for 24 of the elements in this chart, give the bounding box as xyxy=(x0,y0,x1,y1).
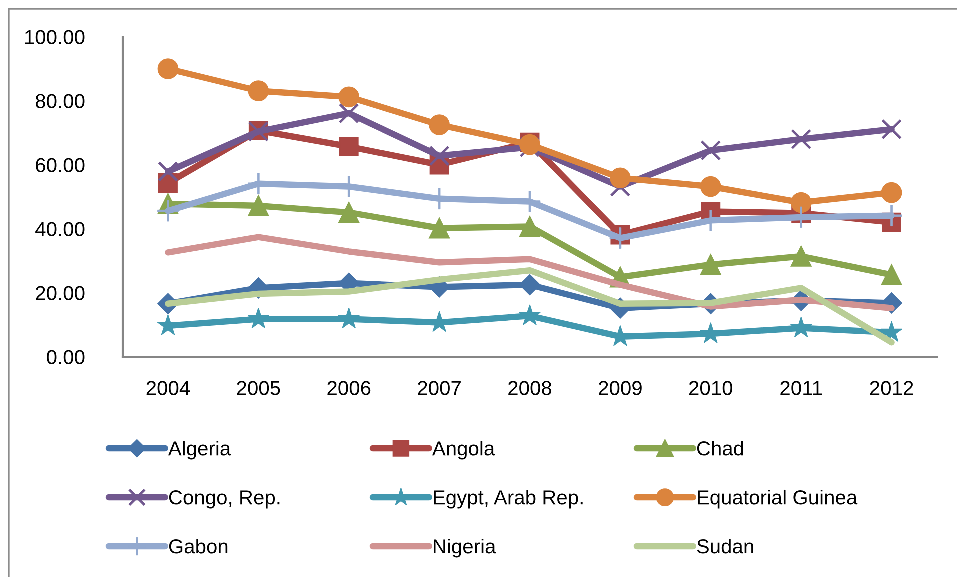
y-tick-label: 100.00 xyxy=(25,30,85,44)
legend-label: Chad xyxy=(697,441,744,456)
x-tick-label: 2011 xyxy=(780,381,822,396)
legend-label: Gabon xyxy=(169,538,228,554)
legend-label: Algeria xyxy=(168,441,232,460)
x-tick-label: 2007 xyxy=(418,381,461,396)
legend-label: Angola xyxy=(432,441,496,460)
y-tick-label: 80.00 xyxy=(36,94,85,108)
y-tick-label: 40.00 xyxy=(36,222,85,236)
y-tick-label: 20.00 xyxy=(36,286,85,300)
legend-label: Nigeria xyxy=(434,538,496,558)
x-tick-label: 2006 xyxy=(328,381,371,396)
y-tick-label: 60.00 xyxy=(36,158,85,172)
x-tick-label: 2004 xyxy=(146,381,190,396)
x-tick-label: 2008 xyxy=(508,381,552,396)
legend-label: Congo, Rep. xyxy=(169,490,280,509)
x-tick-label: 2012 xyxy=(870,381,914,396)
x-tick-label: 2009 xyxy=(599,381,642,396)
x-tick-label: 2005 xyxy=(237,381,280,396)
x-tick-label: 2010 xyxy=(690,381,733,396)
y-tick-label: 0.00 xyxy=(47,350,85,364)
legend-label: Equatorial Guinea xyxy=(698,490,858,509)
legend-label: Sudan xyxy=(697,538,754,554)
legend-label: Egypt, Arab Rep. xyxy=(434,490,583,509)
